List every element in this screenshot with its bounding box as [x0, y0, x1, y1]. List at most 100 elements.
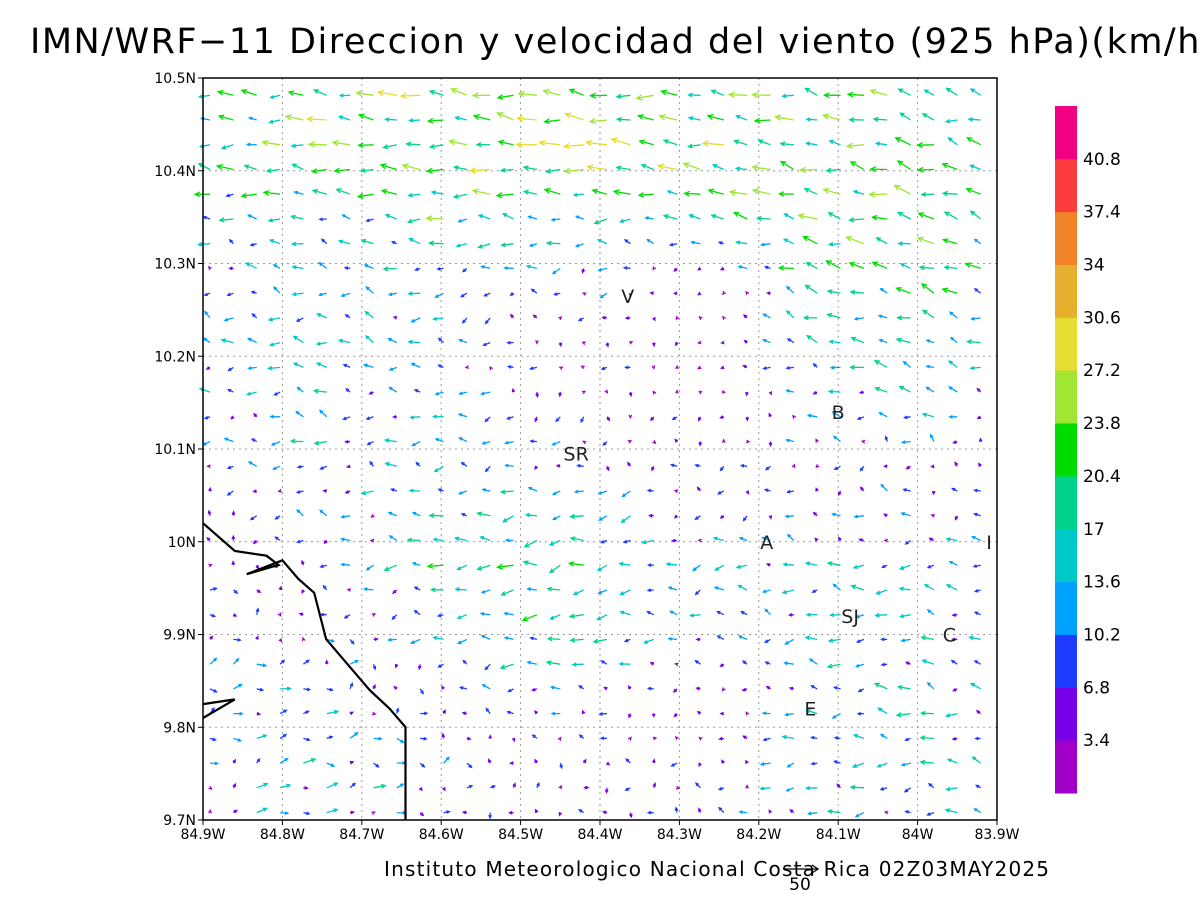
wind-vector: [683, 190, 701, 197]
wind-vector: [623, 239, 631, 245]
wind-vector: [481, 440, 491, 445]
wind-vector: [921, 113, 935, 121]
wind-vector-shaft: [636, 94, 654, 100]
wind-vector-shaft: [501, 243, 514, 246]
wind-vector-head: [333, 167, 341, 174]
wind-vector: [582, 758, 587, 764]
wind-vector-head: [197, 94, 204, 99]
wind-vector-head: [568, 88, 576, 94]
wind-vector-head: [687, 92, 693, 98]
wind-vector-head: [484, 468, 489, 473]
wind-vector-head: [918, 264, 925, 271]
wind-vector: [827, 638, 841, 643]
wind-vector: [256, 711, 262, 716]
wind-vector-head: [344, 490, 349, 494]
wind-vector: [855, 638, 865, 643]
wind-vector: [364, 310, 374, 319]
wind-vector: [558, 784, 563, 790]
wind-vector-head: [735, 564, 741, 569]
wind-vector: [208, 785, 213, 790]
wind-vector-head: [411, 511, 417, 516]
wind-vector-head: [672, 688, 677, 693]
wind-vector-shaft: [730, 191, 748, 195]
wind-vector: [340, 562, 351, 567]
wind-vector-head: [597, 267, 602, 272]
wind-vector: [203, 415, 211, 420]
wind-vector: [580, 416, 585, 424]
wind-vector-head: [295, 539, 301, 544]
wind-vector: [874, 386, 888, 393]
wind-vector-head: [357, 113, 365, 120]
wind-vector-head: [604, 389, 609, 394]
wind-vector: [427, 240, 444, 246]
wind-vector-shaft: [711, 89, 725, 96]
wind-vector-head: [972, 564, 978, 568]
wind-vector: [812, 511, 818, 517]
wind-vector-head: [669, 463, 675, 468]
wind-vector-head: [762, 313, 767, 317]
wind-vector-head: [745, 417, 750, 422]
wind-vector-shaft: [753, 189, 771, 195]
wind-vector: [226, 292, 234, 297]
wind-vector-head: [809, 735, 815, 740]
wind-vector-head: [926, 812, 931, 816]
wind-vector: [256, 757, 261, 764]
wind-vector-head: [916, 142, 924, 149]
wind-vector: [919, 710, 934, 716]
wind-vector-head: [698, 316, 703, 321]
wind-vector-head: [250, 290, 256, 295]
wind-vector-head: [623, 638, 629, 643]
wind-vector-shaft: [597, 614, 608, 621]
wind-vector-head: [897, 241, 903, 246]
wind-vector-head: [698, 762, 702, 768]
wind-vector: [931, 490, 936, 496]
wind-vector-shaft: [922, 659, 935, 665]
wind-vector-head: [947, 137, 953, 142]
wind-vector-shaft: [408, 539, 421, 542]
wind-vector: [362, 587, 374, 592]
wind-vector-shaft: [946, 538, 958, 542]
wind-vector-head: [973, 611, 979, 616]
wind-vector-head: [433, 468, 439, 473]
wind-vector-head: [950, 487, 956, 492]
wind-vector-head: [364, 335, 370, 340]
wind-vector: [432, 316, 444, 321]
wind-vector: [696, 340, 702, 345]
wind-vector: [458, 686, 468, 690]
wind-vector-head: [718, 736, 723, 741]
wind-vector-head: [223, 317, 229, 322]
wind-vector: [804, 561, 818, 566]
wind-vector: [558, 366, 564, 371]
wind-vector-head: [340, 562, 345, 567]
wind-vector-head: [305, 659, 311, 664]
wind-vector: [209, 688, 218, 693]
wind-vector: [722, 315, 726, 320]
wind-vector: [624, 365, 631, 370]
wind-vector-head: [295, 318, 301, 322]
wind-vector-shaft: [451, 88, 468, 96]
wind-vector: [248, 116, 257, 121]
wind-vector-head: [423, 711, 429, 716]
wind-vector-head: [628, 292, 633, 298]
wind-vector-head: [745, 290, 750, 296]
wind-vector: [967, 117, 981, 122]
wind-vector: [521, 614, 538, 622]
wind-vector: [651, 713, 656, 718]
wind-vector-head: [741, 660, 747, 665]
wind-vector: [365, 564, 374, 571]
wind-vector: [941, 162, 958, 171]
wind-vector-head: [202, 337, 208, 342]
wind-vector-shaft: [373, 784, 386, 789]
wind-vector: [319, 465, 328, 470]
wind-vector: [407, 192, 421, 198]
wind-vector-head: [698, 807, 702, 812]
wind-vector-shaft: [314, 89, 328, 96]
wind-vector-shaft: [586, 141, 608, 146]
wind-vector-head: [919, 735, 926, 741]
city-label: E: [804, 699, 816, 721]
wind-vector-head: [372, 684, 376, 689]
wind-vector-shaft: [256, 783, 268, 789]
wind-vector: [206, 536, 211, 542]
wind-vector-head: [628, 341, 634, 345]
reference-vector-label: 50: [789, 875, 811, 895]
